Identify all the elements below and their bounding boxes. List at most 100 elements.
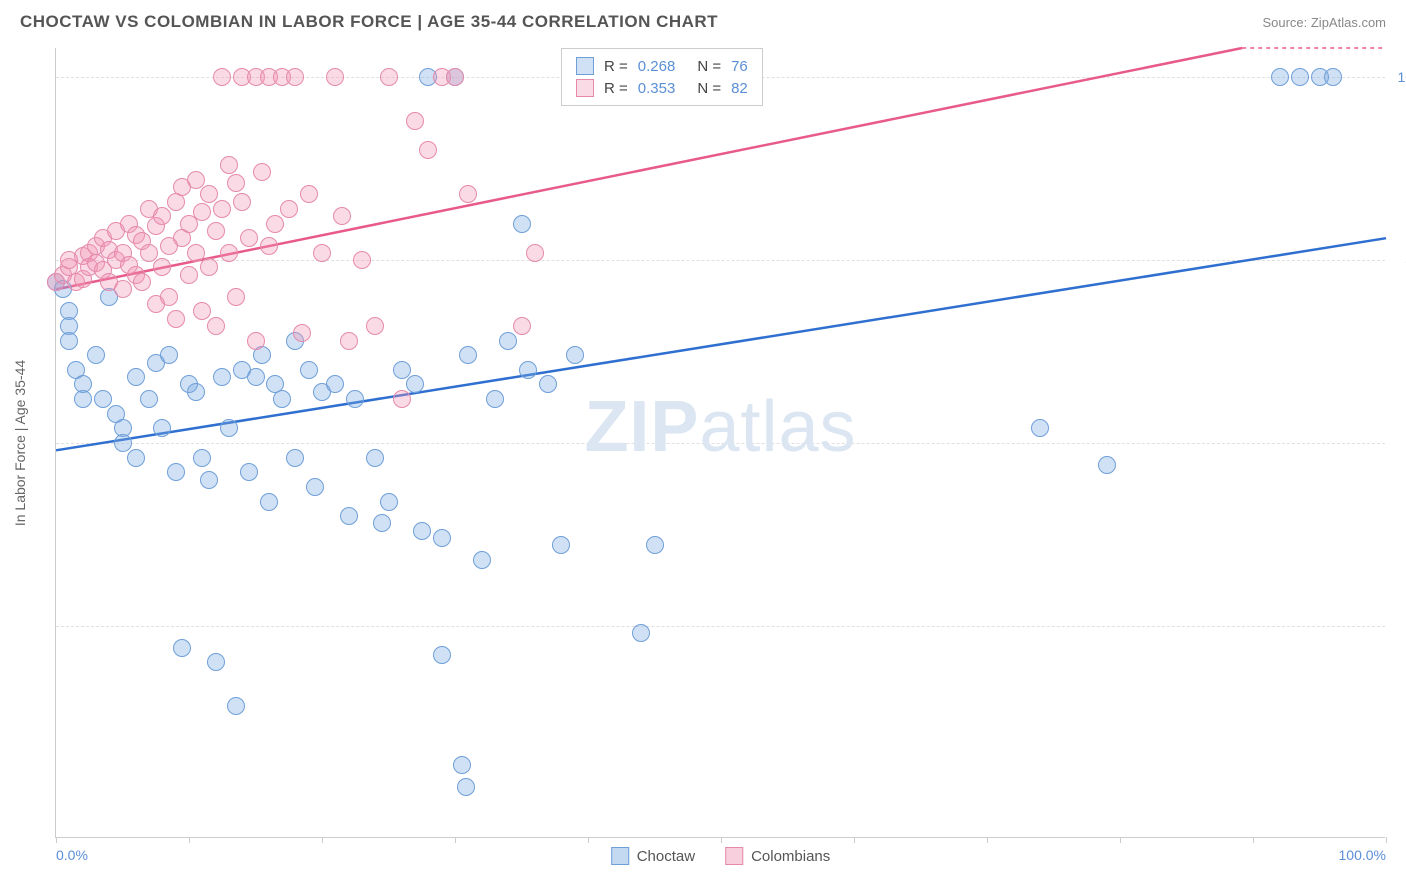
data-point [526,244,544,262]
data-point [552,536,570,554]
data-point [380,493,398,511]
data-point [459,185,477,203]
data-point [187,383,205,401]
data-point [293,324,311,342]
data-point [167,463,185,481]
data-point [227,174,245,192]
legend-item-colombians: Colombians [725,847,830,865]
data-point [260,493,278,511]
data-point [1031,419,1049,437]
x-tick-label: 100.0% [1339,847,1386,863]
data-point [459,346,477,364]
data-point [94,390,112,408]
data-point [266,215,284,233]
chart-source: Source: ZipAtlas.com [1262,15,1386,30]
data-point [200,185,218,203]
data-point [333,207,351,225]
data-point [366,449,384,467]
legend: Choctaw Colombians [611,847,831,865]
stats-row-choctaw: R = 0.268 N = 76 [576,55,748,77]
data-point [233,193,251,211]
data-point [326,68,344,86]
data-point [167,310,185,328]
data-point [207,222,225,240]
data-point [513,215,531,233]
data-point [133,273,151,291]
legend-item-choctaw: Choctaw [611,847,695,865]
data-point [193,449,211,467]
data-point [1098,456,1116,474]
data-point [1291,68,1309,86]
legend-swatch-icon [725,847,743,865]
x-tick-label: 0.0% [56,847,88,863]
stats-r-value: 0.268 [638,58,676,75]
data-point [340,507,358,525]
data-point [213,200,231,218]
data-point [539,375,557,393]
data-point [353,251,371,269]
data-point [513,317,531,335]
data-point [519,361,537,379]
data-point [457,778,475,796]
data-point [406,375,424,393]
data-point [646,536,664,554]
legend-swatch-icon [611,847,629,865]
data-point [114,280,132,298]
data-point [207,317,225,335]
data-point [220,244,238,262]
data-point [473,551,491,569]
data-point [60,332,78,350]
stats-n-label: N = [697,58,721,75]
data-point [280,200,298,218]
data-point [1324,68,1342,86]
stats-r-value: 0.353 [638,80,676,97]
data-point [313,244,331,262]
data-point [380,68,398,86]
data-point [373,514,391,532]
data-point [413,522,431,540]
data-point [187,171,205,189]
data-point [140,244,158,262]
legend-label: Colombians [751,848,830,865]
data-point [160,288,178,306]
stats-n-label: N = [697,80,721,97]
stats-swatch-icon [576,79,594,97]
data-point [127,368,145,386]
chart-container: ZIPatlas In Labor Force | Age 35-44 62.5… [55,48,1385,838]
data-point [153,419,171,437]
data-point [227,697,245,715]
data-point [127,449,145,467]
data-point [286,68,304,86]
data-point [300,361,318,379]
data-point [346,390,364,408]
data-point [153,207,171,225]
data-point [433,529,451,547]
data-point [486,390,504,408]
y-axis-label: In Labor Force | Age 35-44 [12,359,28,525]
data-point [566,346,584,364]
data-point [193,302,211,320]
stats-n-value: 82 [731,80,748,97]
data-point [200,471,218,489]
data-point [180,266,198,284]
data-point [632,624,650,642]
data-point [300,185,318,203]
stats-r-label: R = [604,80,628,97]
data-point [200,258,218,276]
data-point [140,390,158,408]
data-point [433,646,451,664]
data-point [393,390,411,408]
data-point [160,346,178,364]
data-point [247,368,265,386]
data-point [286,449,304,467]
stats-r-label: R = [604,58,628,75]
legend-label: Choctaw [637,848,695,865]
data-point [340,332,358,350]
data-point [213,368,231,386]
data-point [499,332,517,350]
data-point [393,361,411,379]
data-point [87,346,105,364]
data-point [227,288,245,306]
data-point [1271,68,1289,86]
data-point [240,463,258,481]
